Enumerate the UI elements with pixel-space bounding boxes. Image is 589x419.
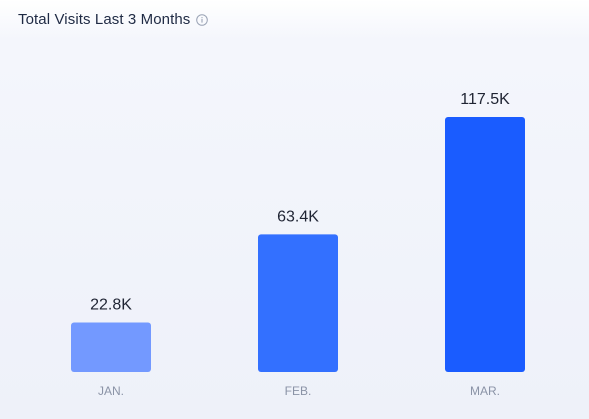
data-label: 63.4K [277, 208, 319, 225]
x-tick-label: FEB. [285, 384, 312, 398]
x-tick-label: JAN. [98, 384, 124, 398]
chart-title: Total Visits Last 3 Months [18, 10, 191, 28]
bar-jan[interactable] [71, 322, 151, 372]
data-label: 117.5K [460, 91, 510, 108]
chart-header: Total Visits Last 3 Months [18, 8, 209, 30]
x-tick-label: MAR. [470, 384, 500, 398]
bar-mar[interactable] [445, 117, 525, 372]
data-label: 22.8K [90, 297, 132, 314]
info-icon[interactable] [196, 14, 209, 26]
bar-feb[interactable] [258, 234, 338, 372]
